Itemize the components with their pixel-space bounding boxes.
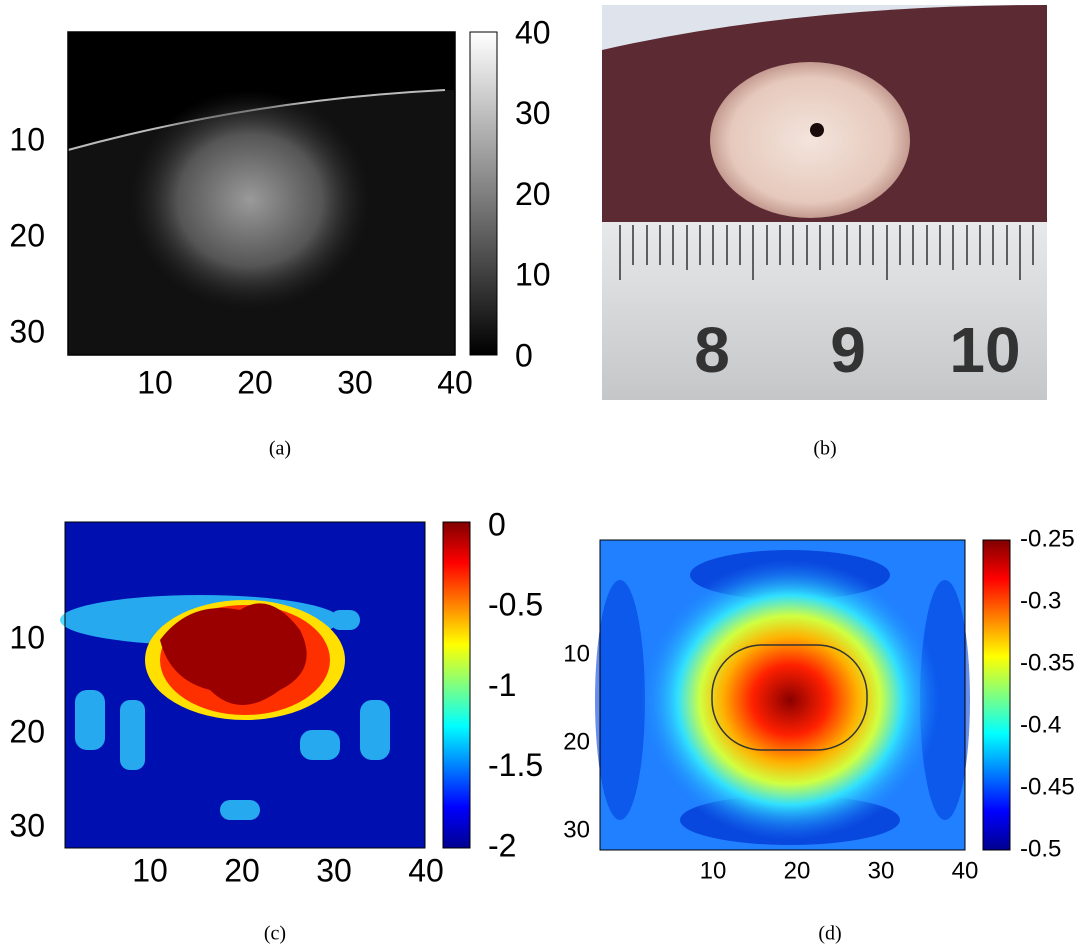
x-tick-label: 10 [137,364,173,400]
heatmap-d [595,540,970,850]
colorbar-tick-label: -0.25 [1020,525,1075,552]
colorbar-tick-label: -0.3 [1020,587,1061,614]
colorbar-tick-label: -0.45 [1020,773,1075,800]
x-tick-label: 40 [952,857,979,884]
ruler-label: 9 [830,314,866,386]
colorbar [983,540,1010,850]
y-tick-label: 30 [9,807,45,843]
x-tick-label: 30 [337,364,373,400]
colorbar-tick-label: 10 [515,257,551,293]
colorbar [443,522,470,848]
colorbar-tick-label: 0 [488,506,506,542]
caption: (b) [813,438,836,460]
y-tick-label: 20 [9,217,45,253]
colorbar-tick-label: -0.5 [1020,835,1061,862]
colorbar-tick-label: 20 [515,176,551,212]
y-tick-label: 30 [9,313,45,349]
x-tick-label: 40 [437,364,473,400]
colorbar-tick-label: -0.5 [488,587,543,623]
y-tick-label: 10 [9,619,45,655]
colorbar-tick-label: 40 [515,14,551,50]
caption: (a) [269,438,291,460]
y-tick-label: 20 [9,713,45,749]
ruler-label: 8 [694,314,730,386]
figure: (a) 10 20 30 40 10 20 30 40 30 20 10 0 (b) 8 9 10 (c) 10 20… [0,0,1080,952]
heatmap-c [60,522,425,848]
colorbar-tick-label: 30 [515,95,551,131]
colorbar-tick-label: -0.4 [1020,711,1061,738]
ruler-label: 10 [949,314,1020,386]
colorbar [470,32,497,355]
y-tick-label: 10 [9,121,45,157]
ultrasound-image [68,32,455,355]
x-tick-label: 10 [700,857,727,884]
colorbar-tick-label: -2 [488,827,516,863]
colorbar-tick-label: -0.35 [1020,649,1075,676]
x-tick-label: 20 [224,852,260,888]
x-tick-label: 10 [132,852,168,888]
x-tick-label: 40 [408,852,444,888]
colorbar-tick-label: -1 [488,667,516,703]
y-tick-label: 20 [563,728,590,755]
caption: (c) [264,923,286,945]
x-tick-label: 20 [784,857,811,884]
y-tick-label: 10 [563,640,590,667]
caption: (d) [818,923,841,945]
colorbar-tick-label: -1.5 [488,747,543,783]
y-tick-label: 30 [563,816,590,843]
x-tick-label: 30 [868,857,895,884]
x-tick-label: 20 [237,364,273,400]
x-tick-label: 30 [316,852,352,888]
colorbar-tick-label: 0 [515,337,533,373]
